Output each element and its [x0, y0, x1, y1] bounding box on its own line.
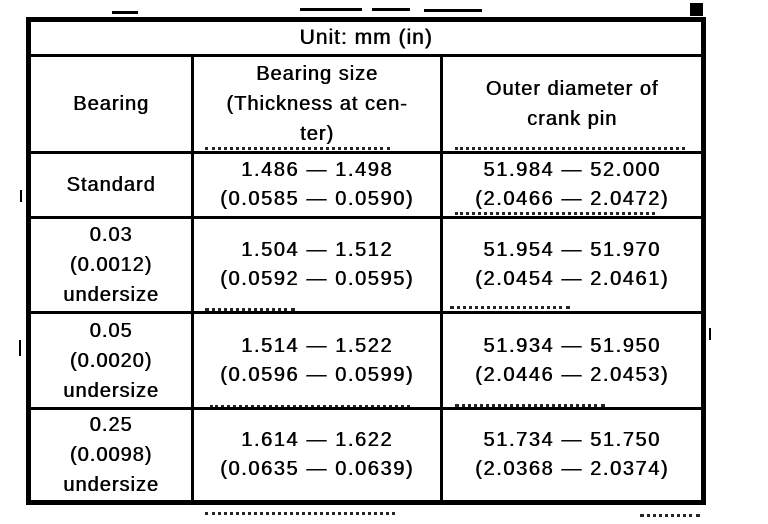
scan-artifact: [205, 308, 295, 311]
bearing-name-in: (0.0098): [69, 444, 153, 466]
scan-artifact: [112, 11, 138, 14]
bearing-name: 0.03: [89, 224, 133, 246]
bearing-size-in: (0.0585 — 0.0590): [220, 188, 414, 210]
scan-artifact: [20, 190, 22, 202]
cell-crank-pin: 51.934 — 51.950 (2.0446 — 2.0453): [439, 311, 706, 410]
crank-pin-mm: 51.934 — 51.950: [483, 334, 661, 357]
scan-artifact: [19, 340, 21, 356]
bearing-name-suffix: undersize: [63, 379, 159, 402]
bearing-name-in: (0.0020): [69, 349, 153, 372]
cell-crank-pin: 51.954 — 51.970 (2.0454 — 2.0461): [439, 216, 706, 314]
bearing-size-in: (0.0596 — 0.0599): [220, 363, 414, 386]
cell-bearing-size: 1.504 — 1.512 (0.0592 — 0.0595): [191, 216, 443, 314]
header-bearing: Bearing: [27, 54, 194, 154]
scan-artifact: [455, 212, 655, 215]
scan-artifact: [640, 514, 700, 517]
header-bearing-label: Bearing: [73, 93, 149, 115]
cell-bearing: 0.05 (0.0020) undersize: [27, 311, 194, 410]
scan-artifact: [372, 8, 410, 11]
cell-crank-pin: 51.734 — 51.750 (2.0368 — 2.0374): [439, 407, 706, 504]
table-row-undersize-005: 0.05 (0.0020) undersize 1.514 — 1.522 (0…: [27, 311, 706, 410]
table-row-undersize-003: 0.03 (0.0012) undersize 1.504 — 1.512 (0…: [27, 216, 706, 314]
bearing-size-in: (0.0592 — 0.0595): [220, 268, 414, 290]
header-bearing-size-line: (Thickness at cen-: [226, 93, 408, 115]
table-row-standard: Standard 1.486 — 1.498 (0.0585 — 0.0590)…: [27, 151, 706, 219]
scan-artifact: [424, 9, 482, 12]
scan-artifact: [450, 306, 570, 309]
scan-artifact: [300, 8, 362, 11]
crank-pin-mm: 51.954 — 51.970: [483, 239, 661, 261]
cell-bearing-size: 1.614 — 1.622 (0.0635 — 0.0639): [191, 407, 443, 504]
cell-bearing-size: 1.486 — 1.498 (0.0585 — 0.0590): [191, 151, 443, 219]
unit-row: Unit: mm (in): [26, 18, 706, 57]
scan-artifact: [205, 512, 395, 515]
scan-artifact: [455, 404, 605, 407]
bearing-name-in: (0.0012): [69, 254, 153, 276]
scan-artifact: [455, 147, 685, 150]
scan-artifact: [210, 405, 410, 408]
scan-artifact: [709, 328, 711, 340]
scan-artifact: [205, 147, 390, 150]
header-crank-pin: Outer diameter of crank pin: [439, 54, 706, 154]
crank-pin-in: (2.0454 — 2.0461): [475, 268, 669, 290]
bearing-name-suffix: undersize: [63, 284, 159, 306]
cell-crank-pin: 51.984 — 52.000 (2.0466 — 2.0472): [439, 151, 706, 219]
bearing-spec-table: Unit: mm (in) Bearing Bearing size (Thic…: [26, 17, 707, 505]
bearing-size-mm: 1.614 — 1.622: [240, 429, 393, 451]
header-crank-pin-line: crank pin: [526, 108, 618, 130]
bearing-size-mm: 1.486 — 1.498: [240, 159, 393, 181]
crank-pin-in: (2.0466 — 2.0472): [475, 188, 669, 210]
header-bearing-size-line: ter): [300, 123, 334, 145]
bearing-name-suffix: undersize: [63, 474, 159, 496]
unit-label: Unit: mm (in): [26, 18, 706, 57]
crank-pin-in: (2.0368 — 2.0374): [475, 458, 669, 480]
scan-artifact: [690, 3, 703, 16]
header-row: Bearing Bearing size (Thickness at cen- …: [27, 54, 706, 154]
bearing-name: Standard: [66, 174, 156, 196]
header-bearing-size-line: Bearing size: [255, 63, 379, 85]
header-crank-pin-line: Outer diameter of: [485, 78, 659, 100]
bearing-size-in: (0.0635 — 0.0639): [220, 458, 414, 480]
crank-pin-in: (2.0446 — 2.0453): [475, 363, 669, 386]
crank-pin-mm: 51.734 — 51.750: [483, 429, 661, 451]
bearing-name: 0.25: [89, 414, 133, 436]
cell-bearing: 0.03 (0.0012) undersize: [27, 216, 194, 314]
table-row-undersize-025: 0.25 (0.0098) undersize 1.614 — 1.622 (0…: [27, 407, 706, 504]
bearing-size-mm: 1.504 — 1.512: [240, 239, 393, 261]
header-bearing-size: Bearing size (Thickness at cen- ter): [191, 54, 443, 154]
cell-bearing: Standard: [27, 151, 194, 219]
crank-pin-mm: 51.984 — 52.000: [483, 159, 661, 181]
cell-bearing: 0.25 (0.0098) undersize: [27, 407, 194, 504]
cell-bearing-size: 1.514 — 1.522 (0.0596 — 0.0599): [191, 311, 443, 410]
bearing-size-mm: 1.514 — 1.522: [240, 334, 393, 357]
bearing-name: 0.05: [89, 319, 133, 342]
